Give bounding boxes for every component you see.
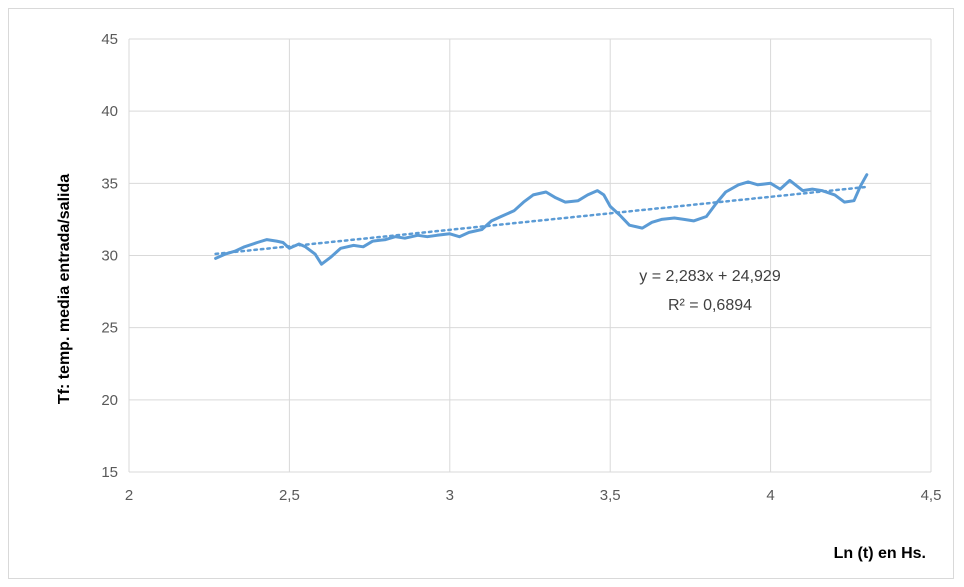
- y-tick-label: 15: [101, 464, 118, 481]
- chart-frame: 2 2,5 3 3,5 4 4,5 15 20 25 30 35 40 45 y = 2,283x +…: [8, 8, 954, 579]
- series-layer: [214, 173, 869, 266]
- grid: [128, 38, 932, 473]
- trendline-equation: y = 2,283x + 24,929: [639, 268, 781, 285]
- trendline: [214, 185, 869, 256]
- y-tick-label: 25: [101, 320, 118, 337]
- x-tick-label: 2: [125, 487, 133, 504]
- x-tick-label: 4,5: [921, 487, 942, 504]
- y-tick-labels: 15 20 25 30 35 40 45: [101, 31, 118, 481]
- x-tick-label: 3,5: [600, 487, 621, 504]
- y-tick-label: 35: [101, 175, 118, 192]
- x-axis-title: Ln (t) en Hs.: [834, 545, 926, 562]
- y-tick-label: 20: [101, 392, 118, 409]
- x-tick-labels: 2 2,5 3 3,5 4 4,5: [125, 487, 942, 504]
- y-tick-label: 30: [101, 248, 118, 265]
- x-tick-label: 4: [766, 487, 774, 504]
- trendline-r-squared: R² = 0,6894: [668, 297, 752, 314]
- x-tick-label: 2,5: [279, 487, 300, 504]
- chart-svg: 2 2,5 3 3,5 4 4,5 15 20 25 30 35 40 45 y = 2,283x +…: [56, 31, 942, 562]
- y-tick-label: 40: [101, 103, 118, 120]
- y-tick-label: 45: [101, 31, 118, 48]
- y-axis-title: Tf: temp. media entrada/salida: [56, 174, 73, 404]
- x-tick-label: 3: [446, 487, 454, 504]
- data-series-line: [214, 173, 869, 266]
